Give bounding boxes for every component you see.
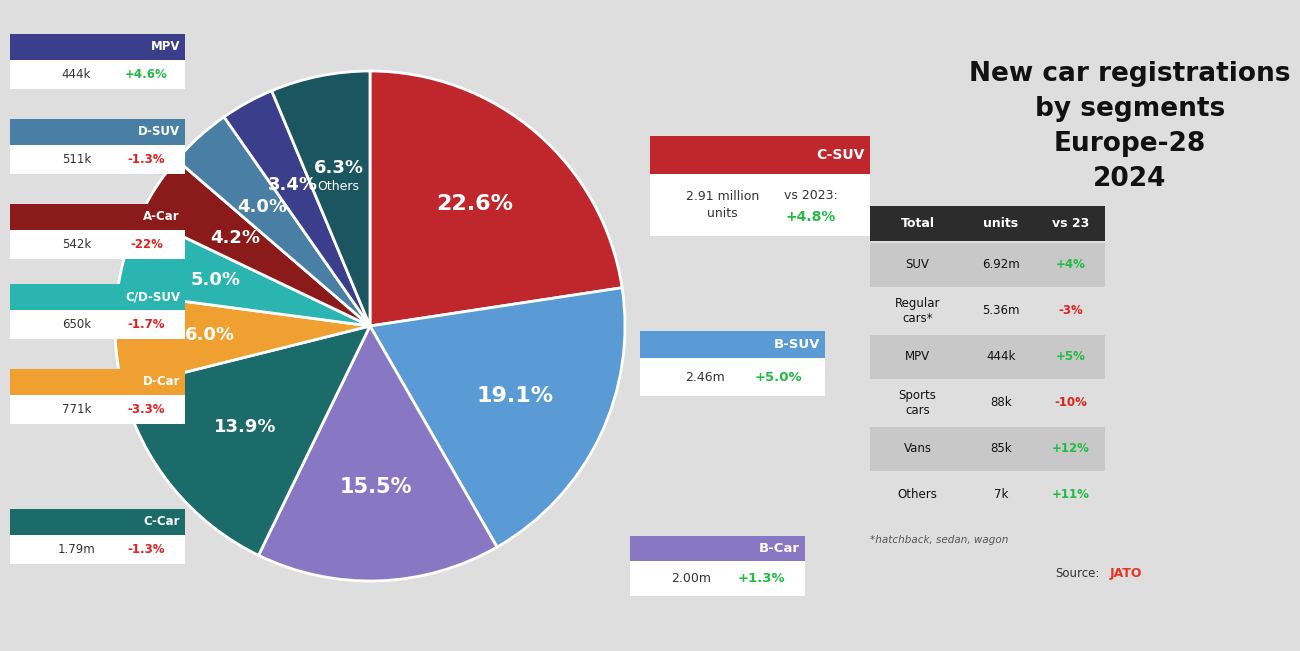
Text: JATO: JATO xyxy=(1110,567,1143,580)
Text: 444k: 444k xyxy=(62,68,91,81)
Text: C/D-SUV: C/D-SUV xyxy=(125,290,179,303)
Text: +4%: +4% xyxy=(1056,258,1086,271)
Bar xyxy=(630,536,805,561)
Text: Vans: Vans xyxy=(903,443,932,456)
Text: 15.5%: 15.5% xyxy=(339,477,412,497)
Text: Source:: Source: xyxy=(1056,567,1100,580)
Bar xyxy=(10,395,185,424)
Text: 5.0%: 5.0% xyxy=(191,271,240,289)
Text: -3.3%: -3.3% xyxy=(127,403,165,416)
Text: New car registrations
by segments
Europe-28
2024: New car registrations by segments Europe… xyxy=(970,61,1291,192)
Bar xyxy=(10,204,185,230)
Bar xyxy=(10,368,185,395)
Wedge shape xyxy=(224,90,370,326)
Text: SUV: SUV xyxy=(906,258,929,271)
Text: -3%: -3% xyxy=(1058,305,1083,318)
Text: 6.92m: 6.92m xyxy=(982,258,1020,271)
Wedge shape xyxy=(117,216,370,326)
Text: 542k: 542k xyxy=(62,238,91,251)
Bar xyxy=(870,206,1105,241)
Wedge shape xyxy=(140,159,370,326)
Bar xyxy=(10,230,185,258)
Text: 85k: 85k xyxy=(991,443,1011,456)
Bar xyxy=(650,136,870,174)
Text: A-Car: A-Car xyxy=(143,210,179,223)
Text: 88k: 88k xyxy=(991,396,1011,409)
Bar xyxy=(10,145,185,174)
Bar xyxy=(650,174,870,236)
Wedge shape xyxy=(370,288,625,547)
Text: 6.0%: 6.0% xyxy=(185,326,234,344)
Wedge shape xyxy=(272,71,370,326)
Text: -1.3%: -1.3% xyxy=(127,543,165,556)
Bar xyxy=(870,427,1105,471)
Text: 444k: 444k xyxy=(987,350,1015,363)
Wedge shape xyxy=(370,71,623,326)
Bar xyxy=(10,118,185,145)
Text: +1.3%: +1.3% xyxy=(737,572,785,585)
Text: +4.8%: +4.8% xyxy=(785,210,836,225)
Text: Total: Total xyxy=(901,217,935,230)
Bar xyxy=(870,381,1105,425)
Text: D-SUV: D-SUV xyxy=(138,125,179,138)
Bar xyxy=(10,60,185,89)
Text: 4.0%: 4.0% xyxy=(238,198,287,216)
Text: Sports
cars: Sports cars xyxy=(898,389,936,417)
Text: C-SUV: C-SUV xyxy=(816,148,864,162)
Text: 771k: 771k xyxy=(62,403,91,416)
Text: B-Car: B-Car xyxy=(759,542,800,555)
Text: 3.4%: 3.4% xyxy=(268,176,317,194)
Text: 4.2%: 4.2% xyxy=(211,229,260,247)
Bar xyxy=(870,335,1105,379)
Bar xyxy=(10,283,185,310)
Text: 511k: 511k xyxy=(62,153,91,166)
Text: Others: Others xyxy=(897,488,937,501)
Bar xyxy=(10,508,185,535)
Text: 5.36m: 5.36m xyxy=(983,305,1019,318)
Text: +11%: +11% xyxy=(1052,488,1089,501)
Text: 22.6%: 22.6% xyxy=(437,194,514,214)
Text: 19.1%: 19.1% xyxy=(476,386,554,406)
Wedge shape xyxy=(122,326,370,555)
Text: 13.9%: 13.9% xyxy=(214,418,277,436)
Text: C-Car: C-Car xyxy=(143,515,179,528)
Bar xyxy=(870,289,1105,333)
Bar xyxy=(630,561,805,596)
Text: MPV: MPV xyxy=(151,40,179,53)
Text: -1.3%: -1.3% xyxy=(127,153,165,166)
Text: units: units xyxy=(983,217,1019,230)
Text: 1.79m: 1.79m xyxy=(57,543,95,556)
Bar xyxy=(10,33,185,60)
Text: 6.3%: 6.3% xyxy=(313,159,364,178)
Text: D-Car: D-Car xyxy=(143,375,179,388)
Text: *hatchback, sedan, wagon: *hatchback, sedan, wagon xyxy=(870,535,1009,545)
Wedge shape xyxy=(114,292,370,388)
Bar xyxy=(640,331,826,358)
Text: B-SUV: B-SUV xyxy=(774,338,820,351)
Text: +5%: +5% xyxy=(1056,350,1086,363)
Bar xyxy=(640,358,826,396)
Wedge shape xyxy=(259,326,497,581)
Text: 2.46m: 2.46m xyxy=(685,370,724,383)
Text: +4.6%: +4.6% xyxy=(125,68,168,81)
Text: +5.0%: +5.0% xyxy=(755,370,802,383)
Text: +12%: +12% xyxy=(1052,443,1089,456)
Text: Regular
cars*: Regular cars* xyxy=(894,297,940,325)
Text: 650k: 650k xyxy=(62,318,91,331)
Text: 2.91 million
units: 2.91 million units xyxy=(686,190,759,220)
Text: 2.00m: 2.00m xyxy=(671,572,711,585)
Text: -1.7%: -1.7% xyxy=(127,318,165,331)
Text: Others: Others xyxy=(317,180,359,193)
Bar xyxy=(10,310,185,339)
Text: -10%: -10% xyxy=(1054,396,1087,409)
Bar xyxy=(870,243,1105,287)
Text: vs 23: vs 23 xyxy=(1053,217,1089,230)
Text: MPV: MPV xyxy=(905,350,930,363)
Text: vs 2023:: vs 2023: xyxy=(784,189,837,202)
Text: -22%: -22% xyxy=(130,238,162,251)
Bar xyxy=(870,473,1105,517)
Text: 7k: 7k xyxy=(993,488,1009,501)
Wedge shape xyxy=(177,117,370,326)
Bar xyxy=(10,535,185,564)
